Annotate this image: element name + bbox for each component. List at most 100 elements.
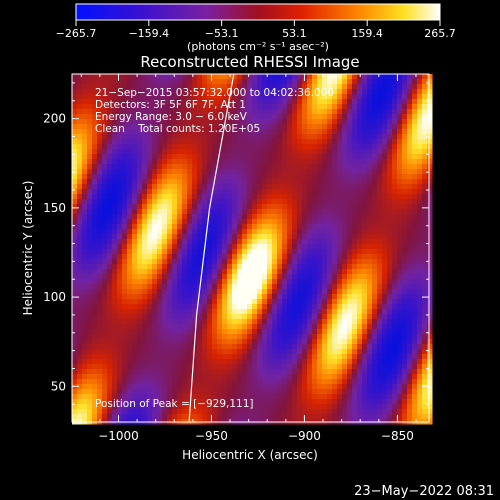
heatmap-cell [337,374,343,380]
heatmap-cell [247,164,253,170]
heatmap-cell [352,124,358,130]
heatmap-cell [282,384,288,390]
heatmap-cell [147,364,153,370]
heatmap-cell [317,364,323,370]
heatmap-cell [357,184,363,190]
heatmap-cell [272,399,278,405]
heatmap-cell [407,84,413,90]
heatmap-cell [362,199,368,205]
heatmap-cell [307,379,313,385]
heatmap-cell [362,89,368,95]
heatmap-cell [177,179,183,185]
heatmap-cell [87,319,93,325]
heatmap-cell [377,284,383,290]
heatmap-cell [397,369,403,375]
heatmap-cell [242,319,248,325]
heatmap-cell [102,219,108,225]
heatmap-cell [262,329,268,335]
heatmap-cell [327,144,333,150]
heatmap-cell [417,359,423,365]
heatmap-cell [427,174,433,180]
heatmap-cell [312,414,318,420]
heatmap-cell [427,139,433,145]
heatmap-cell [312,174,318,180]
heatmap-cell [87,264,93,270]
heatmap-cell [367,139,373,145]
heatmap-cell [407,304,413,310]
heatmap-cell [107,279,113,285]
heatmap-cell [222,99,228,105]
heatmap-cell [312,294,318,300]
heatmap-cell [362,114,368,120]
heatmap-cell [272,114,278,120]
heatmap-cell [287,224,293,230]
heatmap-cell [262,79,268,85]
heatmap-cell [377,119,383,125]
heatmap-cell [242,189,248,195]
heatmap-cell [397,229,403,235]
heatmap-cell [142,169,148,175]
heatmap-cell [142,164,148,170]
heatmap-cell [197,94,203,100]
heatmap-cell [272,104,278,110]
heatmap-cell [212,134,218,140]
heatmap-cell [272,134,278,140]
heatmap-cell [287,344,293,350]
heatmap-cell [257,119,263,125]
heatmap-cell [332,164,338,170]
heatmap-cell [287,89,293,95]
heatmap-cell [172,329,178,335]
heatmap-cell [397,364,403,370]
heatmap-cell [347,289,353,295]
heatmap-cell [207,294,213,300]
heatmap-cell [302,79,308,85]
heatmap-cell [92,229,98,235]
heatmap-cell [312,144,318,150]
heatmap-cell [367,324,373,330]
heatmap-cell [197,124,203,130]
heatmap-cell [207,414,213,420]
heatmap-cell [252,314,258,320]
heatmap-cell [397,249,403,255]
heatmap-cell [392,344,398,350]
heatmap-cell [257,209,263,215]
heatmap-cell [397,294,403,300]
heatmap-cell [97,174,103,180]
heatmap-cell [122,154,128,160]
heatmap-cell [162,399,168,405]
heatmap-cell [207,149,213,155]
heatmap-cell [72,379,78,385]
heatmap-cell [212,329,218,335]
heatmap-cell [152,239,158,245]
heatmap-cell [122,314,128,320]
heatmap-cell [157,259,163,265]
heatmap-cell [257,89,263,95]
heatmap-cell [297,359,303,365]
heatmap-cell [127,169,133,175]
heatmap-cell [342,129,348,135]
heatmap-cell [197,254,203,260]
heatmap-cell [177,154,183,160]
heatmap-cell [72,299,78,305]
heatmap-cell [222,364,228,370]
heatmap-cell [427,364,433,370]
heatmap-cell [312,369,318,375]
heatmap-cell [397,129,403,135]
heatmap-cell [297,159,303,165]
heatmap-cell [367,344,373,350]
heatmap-cell [152,109,158,115]
heatmap-cell [342,404,348,410]
heatmap-cell [217,369,223,375]
heatmap-cell [357,174,363,180]
heatmap-cell [207,369,213,375]
heatmap-cell [157,384,163,390]
heatmap-cell [347,249,353,255]
heatmap-cell [372,164,378,170]
heatmap-cell [187,304,193,310]
heatmap-cell [142,254,148,260]
heatmap-cell [327,244,333,250]
heatmap-cell [357,159,363,165]
heatmap-cell [197,319,203,325]
heatmap-cell [227,104,233,110]
heatmap-cell [87,299,93,305]
